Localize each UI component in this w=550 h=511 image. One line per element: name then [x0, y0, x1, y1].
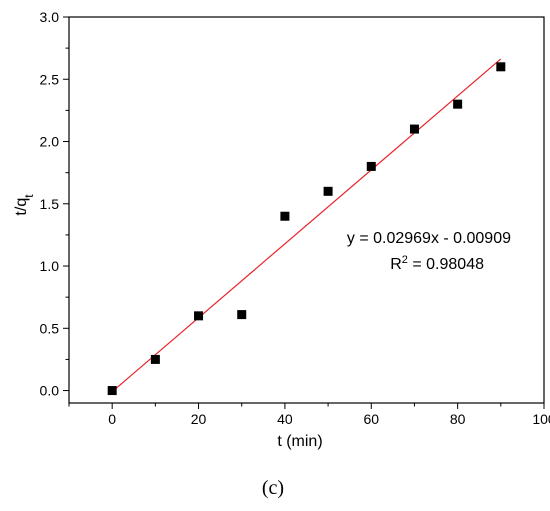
data-point — [453, 99, 463, 109]
r-squared-annotation: R2 = 0.98048 — [390, 254, 484, 273]
data-point — [194, 311, 204, 321]
fit-line — [111, 58, 502, 393]
data-point — [107, 386, 117, 396]
plot-frame — [68, 16, 545, 404]
x-tick-label: 100 — [532, 411, 550, 427]
x-tick-label: 40 — [277, 411, 293, 427]
y-tick-label: 0.0 — [40, 383, 60, 399]
equation-annotation: y = 0.02969x - 0.00909 — [347, 230, 511, 247]
x-axis-ticks: 0 20 40 60 80 100 — [68, 403, 550, 427]
data-points — [107, 62, 506, 396]
r-squared-letter: R — [390, 256, 402, 273]
r-squared-superscript: 2 — [402, 254, 408, 266]
y-tick-label: 2.0 — [40, 134, 60, 150]
y-tick-label: 1.0 — [40, 258, 60, 274]
y-axis-title: t/qt — [13, 194, 36, 216]
data-point — [237, 310, 247, 320]
x-tick-label: 60 — [363, 411, 379, 427]
fit-line-group — [111, 58, 502, 393]
data-point — [150, 354, 160, 364]
y-axis-title-subscript: t — [22, 194, 36, 198]
x-tick-label: 0 — [108, 411, 116, 427]
data-point — [323, 186, 333, 196]
axes — [68, 16, 545, 404]
x-tick-label: 80 — [450, 411, 466, 427]
y-tick-label: 2.5 — [40, 71, 60, 87]
data-point — [280, 211, 290, 221]
y-tick-label: 1.5 — [40, 196, 60, 212]
data-point — [409, 124, 419, 134]
y-tick-label: 0.5 — [40, 320, 60, 336]
y-tick-label: 3.0 — [40, 9, 60, 25]
r-squared-value: = 0.98048 — [408, 256, 484, 273]
x-axis-title: t (min) — [277, 433, 322, 450]
x-tick-label: 20 — [191, 411, 207, 427]
data-point — [366, 161, 376, 171]
figure-caption: (c) — [262, 477, 284, 499]
y-axis-title-main: t/q — [13, 198, 30, 216]
data-point — [496, 62, 506, 72]
y-axis-ticks: 0.0 0.5 1.0 1.5 2.0 2.5 3.0 — [40, 9, 69, 399]
